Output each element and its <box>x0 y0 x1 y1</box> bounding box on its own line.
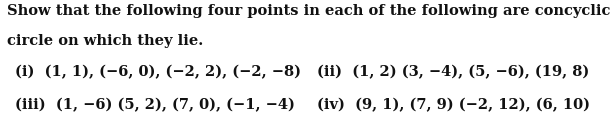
Text: (iii)  (1, −6) (5, 2), (7, 0), (−1, −4): (iii) (1, −6) (5, 2), (7, 0), (−1, −4) <box>15 98 295 113</box>
Text: (ii)  (1, 2) (3, −4), (5, −6), (19, 8): (ii) (1, 2) (3, −4), (5, −6), (19, 8) <box>317 65 589 79</box>
Text: (iv)  (9, 1), (7, 9) (−2, 12), (6, 10): (iv) (9, 1), (7, 9) (−2, 12), (6, 10) <box>317 98 590 113</box>
Text: (i)  (1, 1), (−6, 0), (−2, 2), (−2, −8): (i) (1, 1), (−6, 0), (−2, 2), (−2, −8) <box>15 65 301 79</box>
Text: Show that the following four points in each of the following are concyclic and f: Show that the following four points in e… <box>7 4 615 18</box>
Text: circle on which they lie.: circle on which they lie. <box>7 34 204 48</box>
